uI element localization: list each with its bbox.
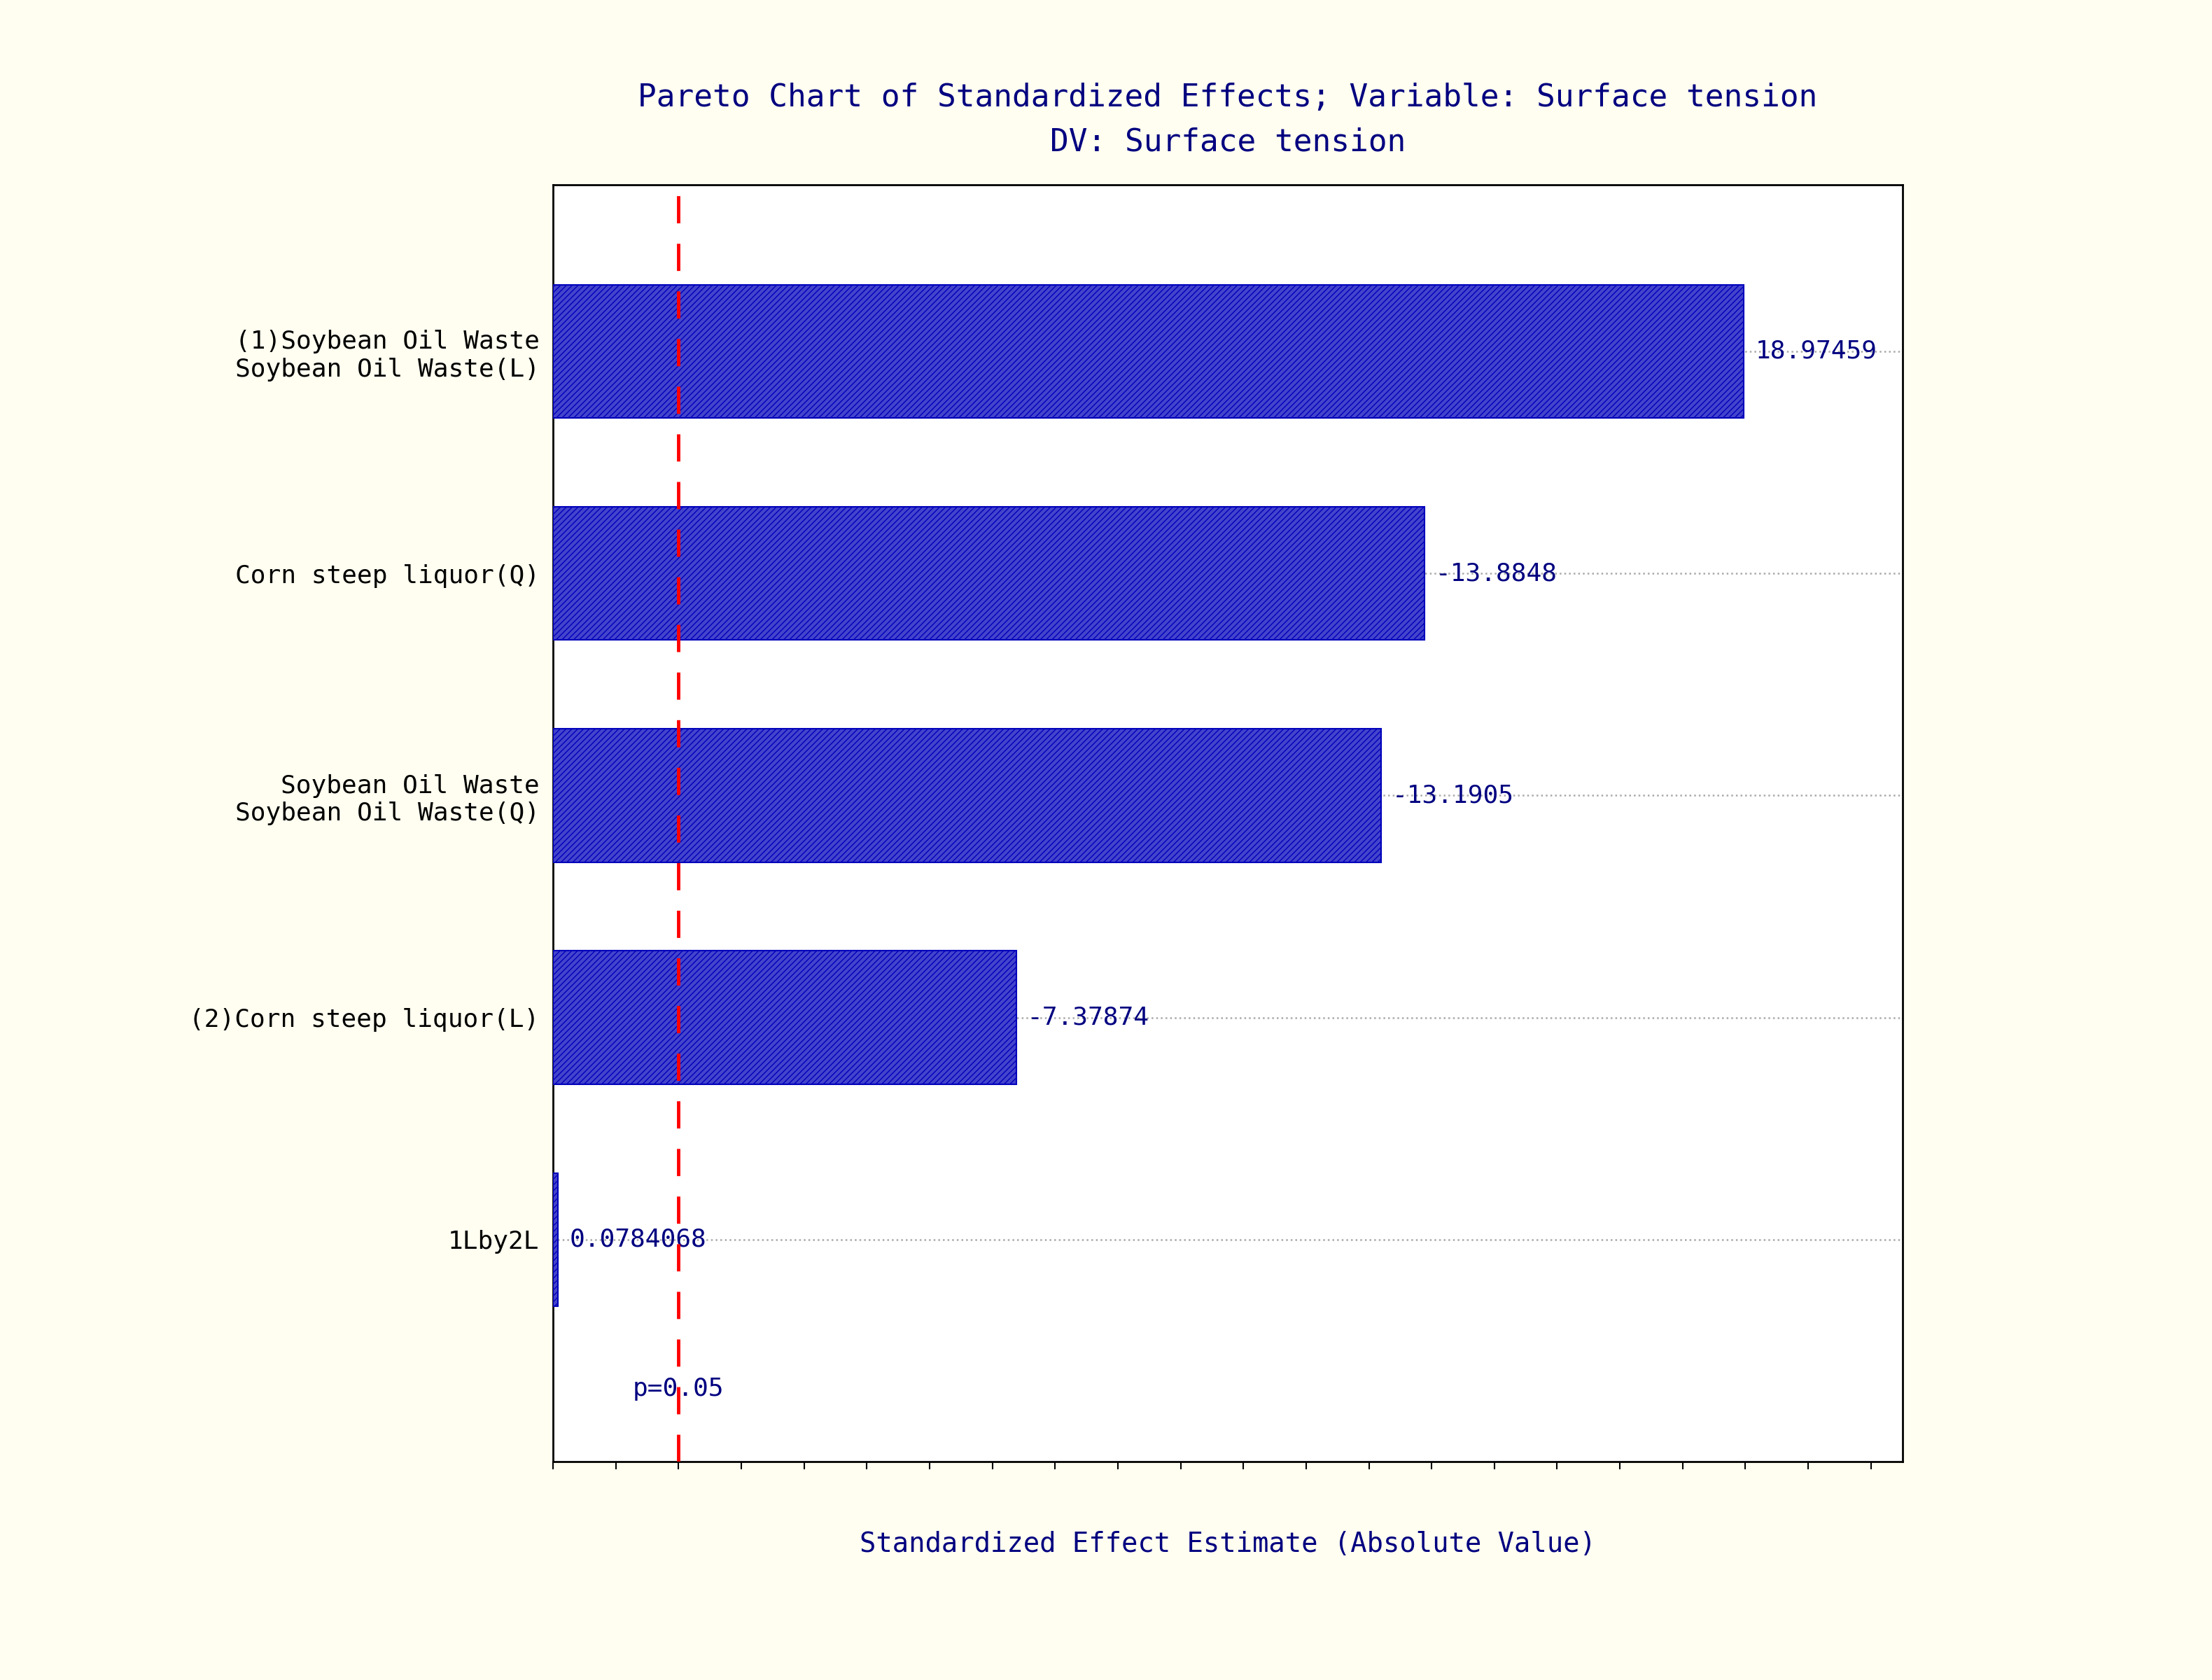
Text: -13.8848: -13.8848 (1436, 561, 1557, 585)
Text: 0.0784068: 0.0784068 (568, 1228, 706, 1252)
Text: -7.37874: -7.37874 (1026, 1006, 1150, 1030)
Text: p=0.05: p=0.05 (633, 1378, 723, 1401)
Bar (553, 507, 1425, 640)
X-axis label: Standardized Effect Estimate (Absolute Value): Standardized Effect Estimate (Absolute V… (860, 1530, 1595, 1557)
Bar (553, 951, 1015, 1084)
Bar (553, 284, 1743, 418)
Title: Pareto Chart of Standardized Effects; Variable: Surface tension
DV: Surface tens: Pareto Chart of Standardized Effects; Va… (637, 82, 1818, 156)
Text: 18.97459: 18.97459 (1754, 339, 1878, 363)
Bar (553, 1173, 557, 1305)
Text: -13.1905: -13.1905 (1391, 783, 1513, 808)
Bar (553, 729, 1380, 862)
